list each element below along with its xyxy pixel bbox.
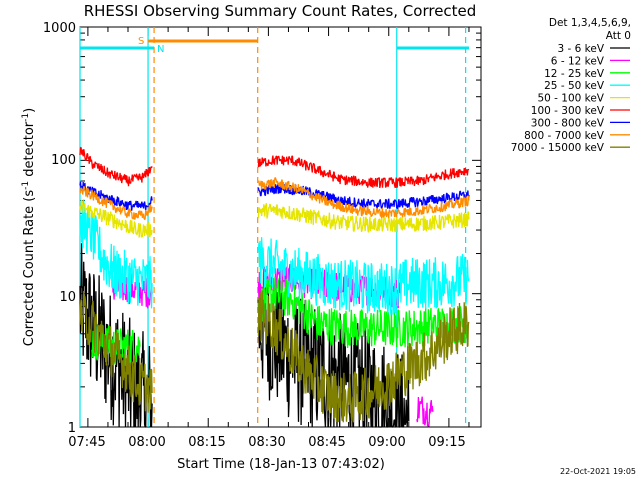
series-800-7000-keV-kev xyxy=(79,177,470,220)
series-50-100-keV-kev xyxy=(79,199,470,238)
series-segment xyxy=(79,243,153,428)
series-segment xyxy=(79,186,153,220)
series-7000-15000-keV-kev xyxy=(79,290,470,423)
x-tick-label-0800: 08:00 xyxy=(128,435,165,450)
series-3-6-keV-kev xyxy=(79,243,410,428)
legend-label: 800 - 7000 keV xyxy=(524,130,605,142)
series-segment xyxy=(79,199,153,238)
series-100-300-keV-kev xyxy=(79,146,470,189)
legend-label: 7000 - 15000 keV xyxy=(511,142,605,154)
x-tick-label-0815: 08:15 xyxy=(188,435,225,450)
y-tick-label-10: 10 xyxy=(59,290,76,305)
legend-header-attenuator: Att 0 xyxy=(606,30,631,42)
x-tick-label-0830: 08:30 xyxy=(248,435,285,450)
legend-label: 100 - 300 keV xyxy=(531,105,605,117)
series-segment xyxy=(257,237,470,315)
x-axis-label: Start Time (18-Jan-13 07:43:02) xyxy=(177,457,385,472)
legend-label: 300 - 800 keV xyxy=(531,117,605,129)
legend-label: 12 - 25 keV xyxy=(544,68,605,80)
series-segment xyxy=(79,290,153,413)
legend-label: 25 - 50 keV xyxy=(544,80,605,92)
legend-label: 50 - 100 keV xyxy=(537,93,604,105)
flag-label-n: N xyxy=(157,44,164,55)
series-segment xyxy=(257,155,470,189)
series-lines xyxy=(79,146,470,428)
x-tick-label-0745: 07:45 xyxy=(68,435,105,450)
legend-header-detectors: Det 1,3,4,5,6,9, xyxy=(549,17,631,29)
y-tick-label-1: 1 xyxy=(68,421,76,436)
series-segment xyxy=(257,290,470,423)
x-tick-label-0915: 09:15 xyxy=(428,435,465,450)
series-segment xyxy=(257,203,470,233)
series-12-25-keV-kev xyxy=(91,276,470,366)
y-tick-label-100: 100 xyxy=(51,153,76,168)
x-tick-label-0900: 09:00 xyxy=(368,435,405,450)
y-tick-label-1000: 1000 xyxy=(43,21,76,36)
series-segment xyxy=(91,324,141,366)
y-axis-label: Corrected Count Rate (s-1 detector-1) xyxy=(21,108,37,346)
chart-title: RHESSI Observing Summary Count Rates, Co… xyxy=(84,2,477,20)
legend-label: 6 - 12 keV xyxy=(551,55,605,67)
legend-label: 3 - 6 keV xyxy=(557,43,604,55)
series-300-800-keV-kev xyxy=(79,181,470,211)
series-segment xyxy=(257,177,470,219)
footer-timestamp: 22-Oct-2021 19:05 xyxy=(560,467,636,476)
x-tick-label-0845: 08:45 xyxy=(308,435,345,450)
series-segment xyxy=(257,183,470,210)
flag-label-s: S xyxy=(138,36,144,47)
series-segment xyxy=(257,266,410,428)
series-segment xyxy=(257,276,470,349)
series-segment xyxy=(79,146,153,187)
series-segment xyxy=(416,396,434,427)
series-segment xyxy=(79,181,153,211)
